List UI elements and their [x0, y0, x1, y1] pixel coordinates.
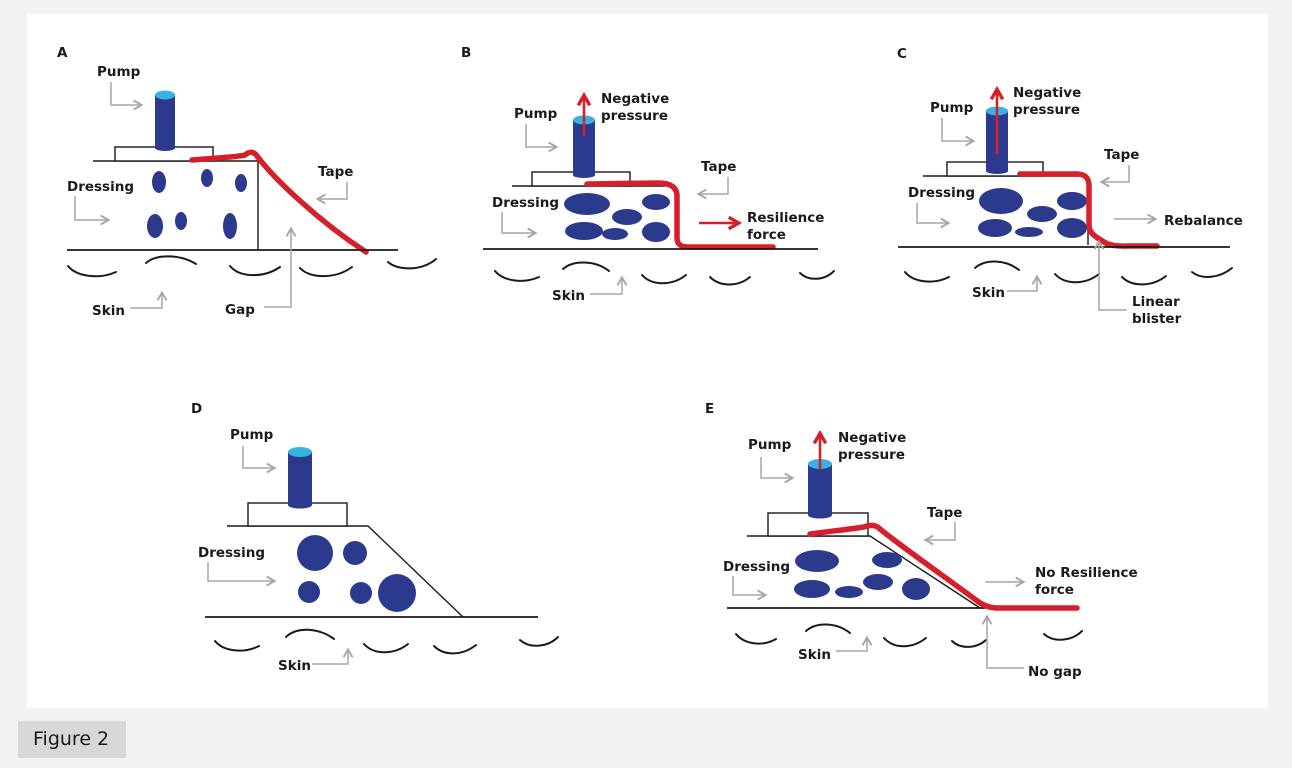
tape-pointer-arrow: [696, 177, 729, 200]
panel-letter: C: [897, 46, 907, 62]
pump-pointer-arrow: [760, 457, 795, 484]
pump-pointer-arrow: [525, 124, 559, 153]
tape-pointer-arrow: [923, 522, 956, 546]
figure-diagram: A Pump Dressing Tape Skin Gap: [57, 45, 1243, 680]
panel-e: E Pump Negative pressure Dressing Tape N…: [705, 401, 1138, 680]
skin-pointer-arrow: [1007, 274, 1043, 292]
tape-pointer-arrow: [1099, 165, 1130, 188]
dressing-foam-cells: [297, 535, 416, 612]
skin-pointer-arrow: [312, 647, 354, 665]
tape-label: Tape: [927, 505, 962, 521]
tape-label: Tape: [318, 164, 353, 180]
tape-line: [807, 522, 1080, 611]
panel-letter: B: [461, 45, 471, 61]
rebalance-label: Rebalance: [1164, 213, 1243, 229]
panel-a: A Pump Dressing Tape Skin Gap: [57, 45, 437, 319]
resilience-force-label-line2: force: [747, 227, 786, 243]
panel-letter: D: [191, 401, 202, 417]
dressing-label: Dressing: [492, 195, 559, 211]
dressing-pointer-arrow: [501, 212, 538, 239]
negative-pressure-label-line2: pressure: [601, 108, 668, 124]
dressing-pointer-arrow: [916, 203, 951, 229]
panel-c: C Pump Negative pressure Dressing Tape R…: [897, 46, 1243, 327]
skin-label: Skin: [798, 647, 831, 663]
panel-d: D Pump Dressing Skin: [191, 401, 559, 674]
pump-cylinder: [808, 459, 832, 519]
dressing-foam-cells: [564, 193, 670, 242]
pump-label: Pump: [514, 106, 558, 122]
pump-label: Pump: [748, 437, 792, 453]
dressing-foam-cells: [147, 169, 247, 239]
dressing-pointer-arrow: [74, 196, 111, 226]
pump-pointer-arrow: [242, 446, 277, 474]
gap-pointer-arrow: [264, 226, 297, 308]
no-resilience-force-label-line2: force: [1035, 582, 1074, 598]
skin-label: Skin: [278, 658, 311, 674]
pump-label: Pump: [97, 64, 141, 80]
skin-texture: [735, 623, 1083, 648]
skin-label: Skin: [972, 285, 1005, 301]
skin-pointer-arrow: [836, 635, 873, 652]
linear-blister-label-line1: Linear: [1132, 294, 1180, 310]
negative-pressure-label-line1: Negative: [601, 91, 669, 107]
figure-caption: Figure 2: [33, 728, 110, 750]
skin-pointer-arrow: [590, 275, 628, 295]
tape-line: [1017, 171, 1160, 249]
panel-letter: E: [705, 401, 714, 417]
skin-pointer-arrow: [130, 290, 168, 309]
no-resilience-force-label-line1: No Resilience: [1035, 565, 1138, 581]
figure-canvas: A Pump Dressing Tape Skin Gap: [27, 14, 1268, 708]
linear-blister-pointer-arrow: [1093, 239, 1127, 311]
resilience-force-label-line1: Resilience: [747, 210, 824, 226]
dressing-pointer-arrow: [732, 576, 768, 601]
negative-pressure-label-line1: Negative: [838, 430, 906, 446]
dressing-foam-cells: [978, 188, 1087, 238]
dressing-label: Dressing: [198, 545, 265, 561]
tape-line: [584, 180, 776, 250]
tape-label: Tape: [701, 159, 736, 175]
dressing-outline: [227, 525, 464, 618]
negative-pressure-label-line2: pressure: [1013, 102, 1080, 118]
dressing-pointer-arrow: [207, 562, 277, 587]
pump-pointer-arrow: [941, 118, 976, 147]
skin-label: Skin: [552, 288, 585, 304]
pump-label: Pump: [930, 100, 974, 116]
dressing-label: Dressing: [908, 185, 975, 201]
tape-pointer-arrow: [315, 182, 348, 205]
skin-label: Skin: [92, 303, 125, 319]
pump-label: Pump: [230, 427, 274, 443]
pump-cylinder: [573, 115, 595, 178]
pump-cylinder: [288, 447, 312, 509]
pump-pointer-arrow: [110, 82, 144, 111]
tape-line: [189, 149, 369, 255]
skin-texture: [214, 628, 559, 655]
negative-pressure-label-line2: pressure: [838, 447, 905, 463]
no-gap-pointer-arrow: [981, 614, 1024, 669]
skin-texture: [904, 260, 1233, 286]
negative-pressure-label-line1: Negative: [1013, 85, 1081, 101]
skin-texture: [494, 261, 835, 286]
dressing-label: Dressing: [67, 179, 134, 195]
panel-letter: A: [57, 45, 68, 61]
gap-label: Gap: [225, 302, 255, 318]
dressing-label: Dressing: [723, 559, 790, 575]
figure-caption-badge: Figure 2: [18, 721, 127, 758]
panel-b: B Pump Negative pressure Dressing Tape R…: [461, 45, 835, 304]
tape-label: Tape: [1104, 147, 1139, 163]
dressing-foam-cells: [794, 550, 930, 600]
linear-blister-label-line2: blister: [1132, 311, 1182, 327]
no-gap-label: No gap: [1028, 664, 1082, 680]
skin-texture: [67, 255, 437, 278]
pump-cylinder: [155, 90, 175, 151]
